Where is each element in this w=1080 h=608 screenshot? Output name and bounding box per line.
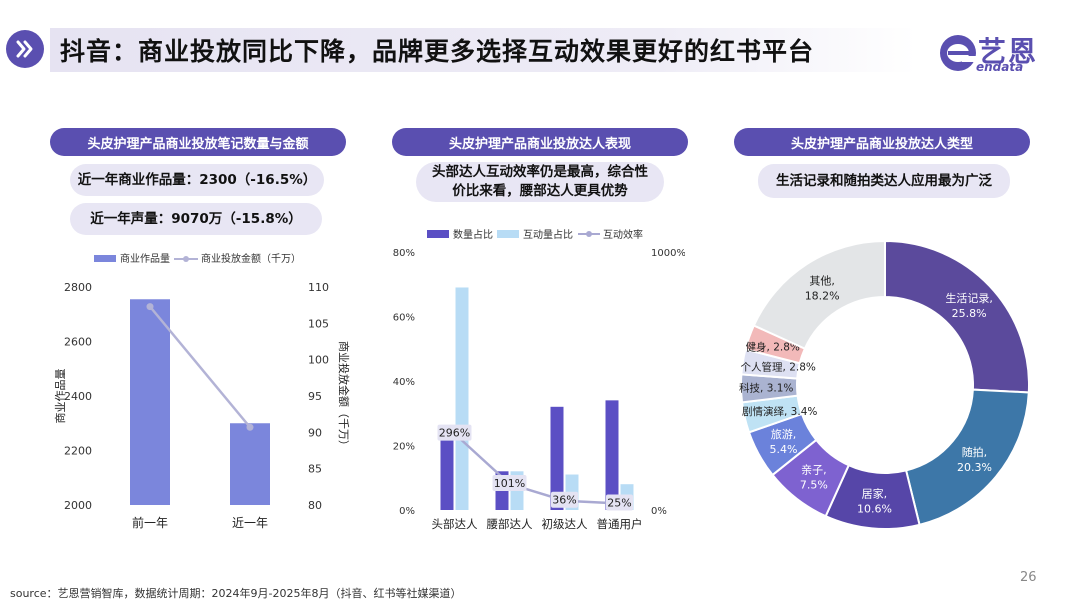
logo-text-en: endata: [976, 60, 1024, 74]
slice-label-value: 5.4%: [769, 443, 797, 456]
slice-label: 科技, 3.1%: [739, 382, 793, 395]
bar: [230, 423, 270, 505]
y-tick-label: 2200: [64, 445, 92, 458]
efficiency-label-bg: [437, 424, 472, 441]
slice-label-value: 20.3%: [957, 461, 992, 474]
efficiency-label: 101%: [494, 477, 525, 490]
slice-label-name: 居家,: [862, 487, 888, 501]
slice-label-value: 10.6%: [857, 503, 892, 516]
slice-label-value: 18.2%: [805, 289, 840, 302]
y-tick-label: 40%: [393, 377, 415, 388]
legend-label-line: 商业投放金额（千万）: [201, 252, 301, 265]
y2-tick-label: 90: [308, 426, 322, 439]
y2-axis-title: 商业投放金额（千万）: [337, 341, 351, 451]
slice-label-value: 25.8%: [952, 307, 987, 320]
efficiency-line: [453, 432, 620, 505]
panel2-insight: 头部达人互动效率仍是最高，综合性 价比来看，腰部达人更具优势: [416, 162, 664, 202]
panel1-stat-works: 近一年商业作品量：2300（-16.5%）: [70, 164, 324, 196]
legend-marker-line: [183, 256, 189, 262]
legend-swatch-count: [427, 230, 449, 238]
y2-tick-label: 85: [308, 463, 322, 476]
endata-logo: 艺恩 endata: [938, 28, 1058, 78]
footer-source: source：艺恩营销智库，数据统计周期：2024年9月-2025年8月（抖音、…: [10, 587, 462, 600]
x-tick-label: 头部达人: [432, 517, 478, 531]
y-tick-label: 60%: [393, 313, 415, 324]
slice-label: 健身, 2.8%: [746, 341, 800, 354]
slice-label: 剧情演绎, 3.4%: [742, 405, 817, 418]
y2-tick-label: 105: [308, 317, 329, 330]
slice-label-name: 生活记录,: [945, 291, 993, 305]
y-tick-label: 2000: [64, 499, 92, 512]
double-chevron-icon: [6, 30, 44, 68]
x-tick-label: 近一年: [232, 516, 268, 530]
title-bar: [50, 28, 916, 72]
slice-label-name: 其他,: [809, 274, 835, 287]
y2-tick-label: 1000%: [651, 248, 685, 259]
bar-count-share: [605, 400, 619, 510]
y-tick-label: 20%: [393, 442, 415, 453]
panel2-insight-line2: 价比来看，腰部达人更具优势: [452, 183, 628, 199]
donut-slice: [884, 239, 1030, 394]
legend-label-count: 数量占比: [453, 228, 493, 241]
endata-logo-icon: [940, 35, 978, 71]
efficiency-label: 296%: [439, 427, 470, 440]
bar-count-share: [550, 406, 564, 510]
y2-tick-label: 95: [308, 390, 322, 403]
panel2-section-title: 头皮护理产品商业投放达人表现: [392, 128, 688, 156]
efficiency-label: 36%: [552, 494, 576, 507]
legend-swatch-bar: [94, 255, 116, 262]
panel1-section-title: 头皮护理产品商业投放笔记数量与金额: [50, 128, 346, 156]
x-tick-label: 普通用户: [597, 517, 643, 531]
x-tick-label: 前一年: [132, 515, 168, 530]
legend-marker-efficiency: [586, 231, 592, 237]
panel3-insight: 生活记录和随拍类达人应用最为广泛: [758, 164, 1010, 198]
chart-kol-types-donut: 生活记录, 25.8% 随拍, 20.3% 居家, 10.6% 亲子, 7.5% 旅游, 5.4%…: [739, 239, 1030, 530]
y2-tick-label: 80: [308, 499, 322, 512]
slice-label-name: 随拍,: [962, 445, 988, 459]
y-tick-label: 2800: [64, 281, 92, 294]
panel2-insight-line1: 头部达人互动效率仍是最高，综合性: [432, 164, 648, 180]
y-axis-title: 商业作品量: [53, 369, 67, 424]
efficiency-label: 25%: [607, 497, 631, 510]
slice-label-name: 亲子,: [801, 463, 827, 477]
bar: [130, 299, 170, 505]
y2-tick-label: 100: [308, 354, 329, 367]
y-tick-label: 2400: [64, 390, 92, 403]
efficiency-label-bg: [492, 474, 527, 491]
panel1-stat-volume: 近一年声量：9070万（-15.8%）: [70, 203, 322, 235]
x-tick-label: 腰部达人: [487, 517, 533, 531]
line-point: [246, 423, 254, 431]
y2-tick-label: 0%: [651, 506, 667, 517]
x-tick-label: 初级达人: [542, 517, 588, 531]
chart-kol-performance: 数量占比 互动量占比 互动效率 0% 20% 40% 60% 80% 0% 1000% 头部达人 腰部…: [393, 228, 685, 531]
y-tick-label: 0%: [399, 506, 415, 517]
panel3-section-title: 头皮护理产品商业投放达人类型: [734, 128, 1030, 156]
efficiency-label-bg: [551, 491, 578, 508]
line-point: [146, 303, 154, 311]
y2-tick-label: 110: [308, 281, 329, 294]
logo-text-cn: 艺恩: [978, 35, 1039, 68]
legend-label-efficiency: 互动效率: [603, 228, 643, 241]
slice-label: 个人管理, 2.8%: [741, 360, 816, 373]
page-title: 抖音：商业投放同比下降，品牌更多选择互动效果更好的红书平台: [60, 37, 815, 66]
legend-label-engagement: 互动量占比: [523, 228, 573, 241]
y-tick-label: 2600: [64, 336, 92, 349]
efficiency-label-bg: [606, 494, 633, 511]
slice-label-value: 7.5%: [800, 479, 828, 492]
donut-slice: [752, 239, 886, 350]
bar-count-share: [440, 439, 454, 510]
slice-label-name: 旅游,: [771, 427, 797, 441]
legend-label-bar: 商业作品量: [120, 252, 170, 265]
chart-commercial-volume: 商业作品量 商业投放金额（千万）2000220024002600280080859…: [53, 252, 351, 530]
series-line: [149, 305, 251, 429]
y-tick-label: 80%: [393, 248, 415, 259]
page-number: 26: [1020, 570, 1037, 585]
bar-engagement-share: [455, 287, 469, 510]
legend-swatch-engagement: [497, 230, 519, 238]
